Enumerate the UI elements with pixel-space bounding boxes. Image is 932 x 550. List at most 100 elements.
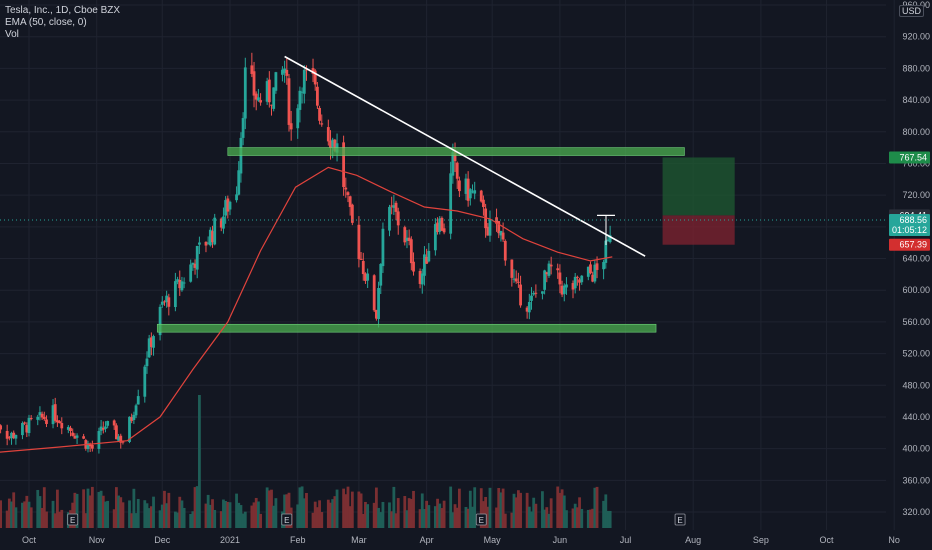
price-tick-label: 800.00 (902, 127, 930, 137)
volume-bar (285, 494, 289, 528)
candle-body (73, 435, 77, 439)
volume-bar (296, 504, 300, 528)
candle (458, 176, 461, 198)
volume-bar (132, 488, 136, 528)
candle-body (541, 291, 544, 294)
candle (29, 415, 33, 421)
candle (543, 269, 547, 295)
candle (178, 270, 182, 296)
price-tick-label: 600.00 (902, 285, 930, 295)
volume-bar (348, 506, 352, 528)
candle-body (329, 140, 332, 148)
ema-indicator-label[interactable]: EMA (50, close, 0) (5, 17, 87, 28)
candle (224, 196, 228, 224)
volume-bar (565, 510, 568, 528)
candle-body (40, 413, 44, 418)
position-stop-zone (662, 215, 735, 245)
volume-bar (427, 505, 431, 528)
candle (7, 436, 11, 441)
candle (252, 61, 256, 108)
volume-bar (604, 494, 608, 528)
volume-bar (259, 513, 262, 528)
currency-badge[interactable]: USD (899, 5, 925, 17)
candle (403, 225, 407, 246)
candle (53, 397, 57, 423)
volume-bar (575, 507, 579, 528)
candle (5, 424, 9, 446)
candle-body (602, 262, 605, 270)
candle (45, 415, 48, 428)
price-tick-label: 840.00 (902, 95, 930, 105)
candle (289, 110, 293, 141)
candle-body (396, 211, 400, 226)
volume-bar (75, 493, 79, 528)
time-tick-label: No (888, 535, 900, 545)
volume-bar (222, 499, 225, 528)
candle (357, 216, 361, 268)
candle-body (556, 268, 560, 271)
candle (58, 420, 61, 424)
position-target-zone (662, 157, 735, 216)
candle (488, 210, 492, 242)
volume-bar (589, 509, 592, 528)
volume-bar (224, 500, 228, 528)
candle-body (451, 152, 455, 176)
candle (348, 195, 352, 216)
symbol-title[interactable]: Tesla, Inc., 1D, Cboe BZX (5, 5, 121, 16)
candle-body (534, 292, 538, 294)
candle (296, 104, 300, 139)
candle (366, 268, 370, 289)
candle-body (178, 279, 182, 289)
candle (468, 188, 472, 206)
volume-bar (158, 510, 162, 528)
volume-bar (329, 502, 332, 528)
volume-bar (436, 498, 439, 528)
volume-bar (178, 496, 182, 528)
candle-body (412, 261, 415, 272)
volume-bar (302, 498, 306, 528)
candle-body (315, 86, 319, 106)
price-tick-label: 360.00 (902, 475, 930, 485)
volume-bar (350, 491, 354, 528)
candle-body (571, 283, 575, 290)
volume-bar (512, 493, 516, 528)
candle-body (176, 279, 179, 282)
ema-line (0, 166, 613, 453)
candle-body (104, 426, 107, 429)
candle-body (27, 417, 31, 434)
candle-body (532, 293, 536, 295)
candle-body (265, 81, 269, 102)
candle (257, 88, 260, 102)
time-axis: Oct Nov Dec 2021 Feb Mar Apr May Jun Jul Aug Sep Oct… (22, 535, 900, 545)
candle-body (101, 428, 105, 430)
volume-bar (208, 504, 212, 528)
volume-bar (527, 506, 531, 528)
candle-body (346, 192, 350, 195)
candle-body (606, 239, 610, 241)
volume-bar (130, 513, 134, 528)
trendline (284, 55, 646, 257)
volume-bar (56, 489, 59, 528)
volume-bar (195, 486, 199, 528)
candle-body (51, 405, 55, 425)
volume-bar (381, 501, 385, 528)
candle (287, 73, 291, 132)
volume-bar (270, 489, 273, 528)
volume-bar (453, 504, 457, 528)
candle (97, 427, 101, 454)
volume-bar (556, 486, 560, 528)
candle-body (173, 281, 177, 308)
candle (241, 112, 245, 146)
volume-bar (193, 487, 197, 528)
candle-body (427, 250, 431, 262)
candle-body (608, 235, 612, 243)
candle (589, 261, 592, 275)
volume-bar (468, 490, 472, 528)
candle-body (38, 412, 42, 416)
candle (112, 419, 116, 430)
volume-indicator-label[interactable]: Vol (5, 29, 19, 40)
candle-body (259, 100, 262, 103)
candle (364, 272, 367, 284)
